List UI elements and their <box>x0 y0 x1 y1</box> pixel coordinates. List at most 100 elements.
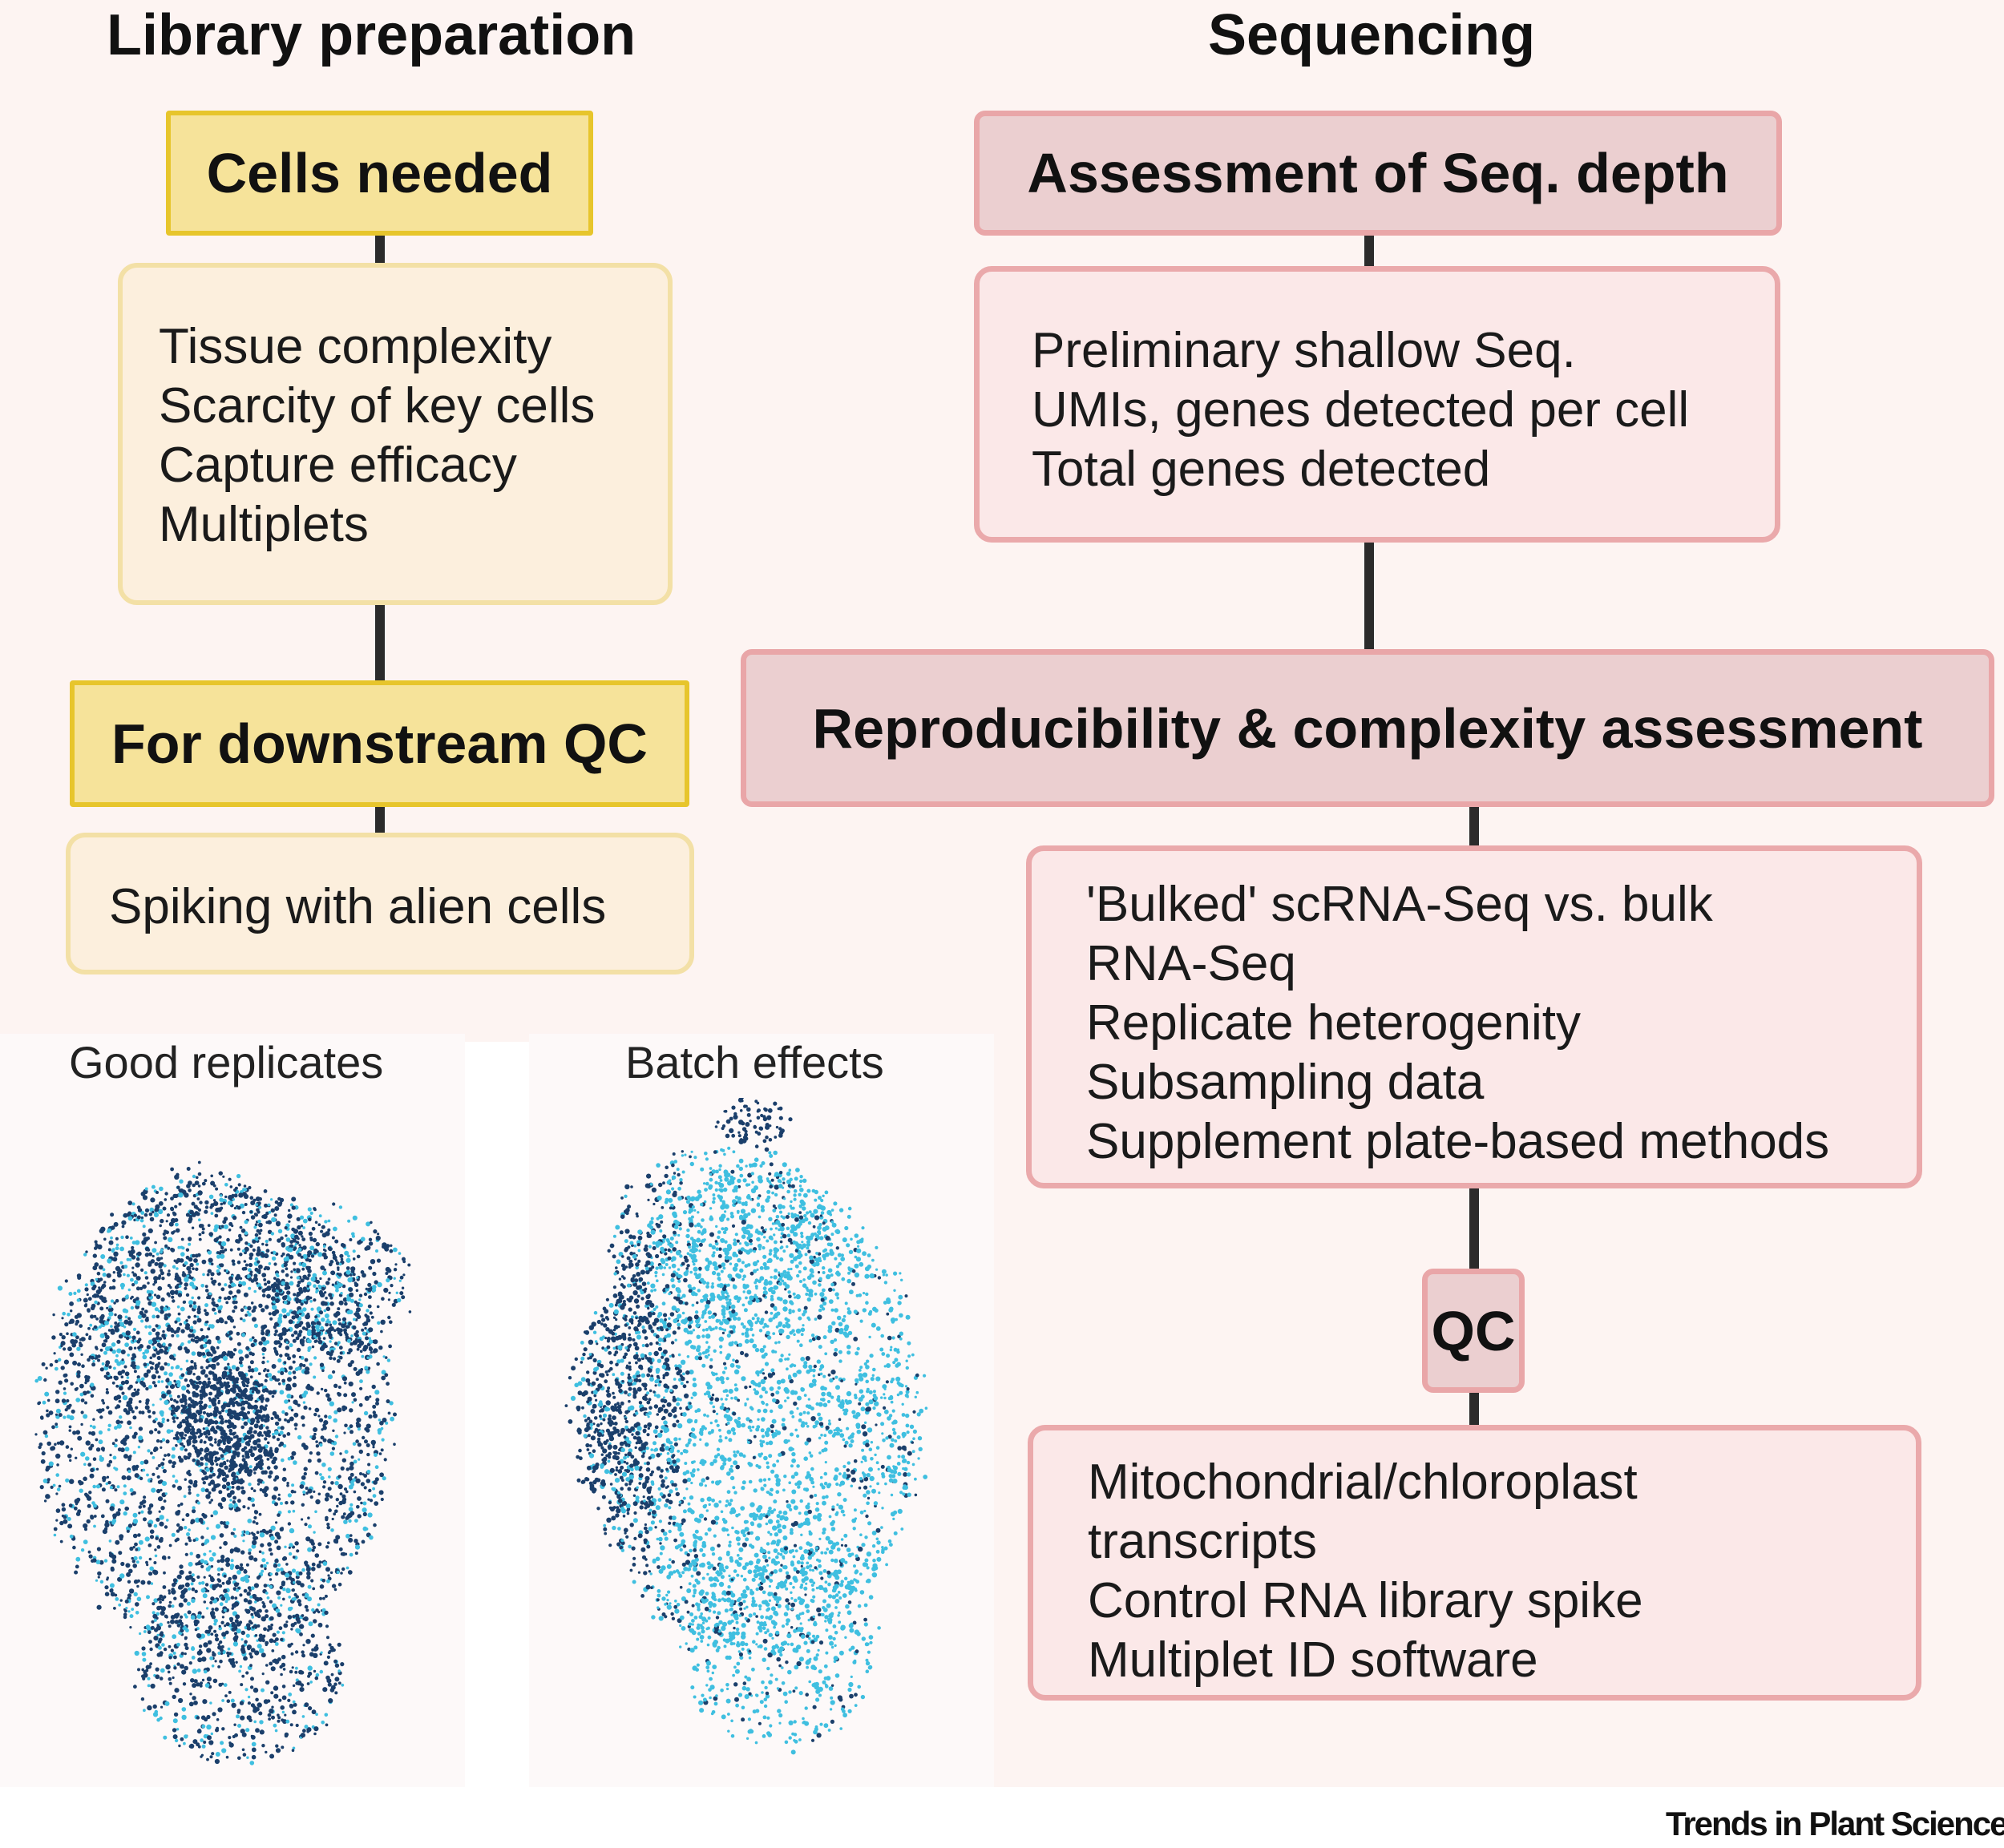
cell-point <box>54 1442 57 1447</box>
cell-point <box>55 1390 60 1394</box>
cell-point <box>340 1257 344 1261</box>
cell-point <box>192 1301 196 1305</box>
cell-point <box>297 1230 303 1236</box>
cell-point <box>292 1746 296 1750</box>
cell-point <box>222 1442 226 1446</box>
cell-point <box>237 1499 241 1503</box>
cell-point <box>358 1340 365 1346</box>
cell-point <box>293 1375 297 1380</box>
cell-point <box>162 1330 165 1334</box>
cell-point <box>184 1261 188 1265</box>
cell-point <box>359 1350 363 1353</box>
cell-point <box>196 1553 201 1559</box>
cell-point <box>281 1527 284 1530</box>
cell-point <box>349 1408 354 1413</box>
cell-point <box>51 1425 55 1430</box>
connector <box>375 605 385 680</box>
cell-point <box>271 1394 275 1398</box>
cell-point <box>208 1257 213 1263</box>
cell-point <box>200 1334 206 1340</box>
cell-point <box>154 1418 158 1421</box>
cell-point <box>67 1523 73 1529</box>
cell-point <box>334 1677 340 1682</box>
cell-point <box>216 1254 221 1259</box>
cell-point <box>251 1390 254 1394</box>
cell-point <box>55 1398 60 1404</box>
cell-point <box>193 1258 198 1263</box>
cell-point <box>337 1483 343 1490</box>
cell-point <box>176 1529 180 1533</box>
cell-point <box>287 1456 292 1461</box>
cell-point <box>162 1585 167 1589</box>
cell-point <box>100 1514 105 1519</box>
cell-point <box>314 1676 319 1681</box>
cell-point <box>256 1438 261 1442</box>
cell-point <box>61 1335 66 1340</box>
cell-point <box>360 1501 363 1505</box>
cell-point <box>80 1451 86 1457</box>
cell-point <box>239 1442 242 1446</box>
cell-point <box>222 1477 228 1483</box>
cell-point <box>121 1391 125 1395</box>
cell-point <box>252 1317 257 1322</box>
cell-point <box>136 1388 140 1392</box>
cell-point <box>107 1423 111 1427</box>
cell-point <box>192 1509 196 1514</box>
cell-point <box>207 1735 212 1741</box>
cell-point <box>281 1718 285 1722</box>
cell-point <box>218 1296 222 1300</box>
cell-point <box>109 1506 115 1511</box>
cell-point <box>102 1268 106 1272</box>
cell-point <box>277 1612 282 1617</box>
cell-point <box>732 1358 735 1362</box>
cell-point <box>633 1378 639 1383</box>
cell-point <box>207 1251 211 1254</box>
cell-point <box>221 1438 227 1442</box>
cell-point <box>141 1646 146 1651</box>
cell-point <box>63 1515 67 1519</box>
cell-point <box>785 1598 790 1603</box>
cell-point <box>208 1491 212 1495</box>
cell-point <box>188 1528 191 1531</box>
cell-point <box>188 1701 194 1707</box>
cell-point <box>367 1366 371 1370</box>
cell-point <box>170 1248 176 1253</box>
cell-point <box>328 1475 331 1479</box>
cell-point <box>263 1324 268 1329</box>
cell-point <box>230 1459 234 1463</box>
cell-point <box>133 1218 136 1222</box>
cell-point <box>280 1672 283 1677</box>
cell-point <box>370 1315 374 1319</box>
cell-point <box>269 1585 273 1589</box>
cell-point <box>335 1535 341 1540</box>
cell-point <box>135 1297 139 1301</box>
cell-point <box>273 1465 278 1470</box>
cell-point <box>274 1502 278 1507</box>
cell-point <box>191 1226 195 1229</box>
cell-point <box>224 1183 228 1187</box>
cell-point <box>305 1295 311 1301</box>
cell-point <box>248 1426 253 1431</box>
cell-point <box>147 1543 152 1547</box>
cell-point <box>183 1455 187 1459</box>
cell-point <box>259 1729 265 1735</box>
cell-point <box>224 1283 228 1287</box>
cell-point <box>248 1366 252 1370</box>
cell-point <box>283 1361 287 1365</box>
cell-point <box>360 1237 366 1242</box>
cell-point <box>196 1307 201 1312</box>
cell-point <box>210 1174 214 1178</box>
cell-point <box>257 1447 263 1453</box>
cell-point <box>337 1642 341 1647</box>
cell-point <box>209 1466 214 1471</box>
cell-point <box>212 1411 218 1418</box>
cell-point <box>283 1257 288 1262</box>
cell-point <box>275 1521 278 1524</box>
cell-point <box>153 1384 158 1388</box>
cell-point <box>271 1375 277 1380</box>
cell-point <box>329 1571 333 1575</box>
cell-point <box>61 1503 66 1507</box>
cell-point <box>106 1406 110 1410</box>
cell-point <box>289 1416 294 1422</box>
cell-point <box>127 1593 132 1598</box>
